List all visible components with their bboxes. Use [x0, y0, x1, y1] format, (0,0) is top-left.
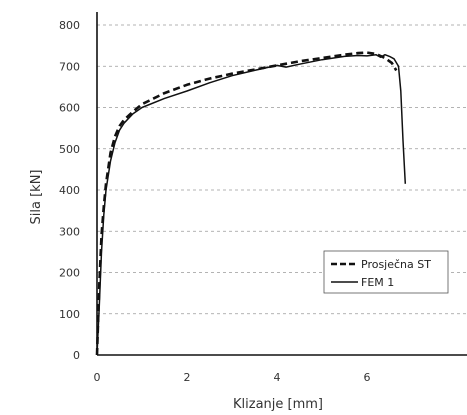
y-tick-label: 500	[59, 143, 80, 156]
y-tick-label: 800	[59, 19, 80, 32]
x-tick-label: 6	[364, 371, 371, 384]
y-tick-label: 200	[59, 267, 80, 280]
series-line-prosje-na-st	[95, 51, 398, 356]
legend-label-fem-1: FEM 1	[361, 276, 394, 289]
legend: Prosječna ST FEM 1	[323, 250, 449, 294]
x-axis-title: Klizanje [mm]	[233, 397, 323, 412]
y-tick-label: 700	[59, 60, 80, 73]
y-tick-label: 100	[59, 308, 80, 321]
series-line-fem-1	[96, 53, 407, 356]
x-tick-label: 0	[94, 371, 101, 384]
y-tick-label: 600	[59, 102, 80, 115]
x-tick-labels: 0 2 4 6	[94, 371, 371, 384]
y-tick-label: 400	[59, 184, 80, 197]
series-group	[95, 51, 407, 356]
y-tick-label: 300	[59, 225, 80, 238]
y-tick-labels: 0 100 200 300 400 500 600 700 800	[59, 19, 80, 362]
y-tick-label: 0	[73, 349, 80, 362]
y-axis-title: Sila [kN]	[29, 170, 44, 225]
legend-label-prosjecna-st: Prosječna ST	[361, 258, 431, 271]
x-tick-label: 4	[274, 371, 281, 384]
axes	[96, 12, 467, 356]
legend-box	[323, 250, 449, 294]
x-tick-label: 2	[184, 371, 191, 384]
